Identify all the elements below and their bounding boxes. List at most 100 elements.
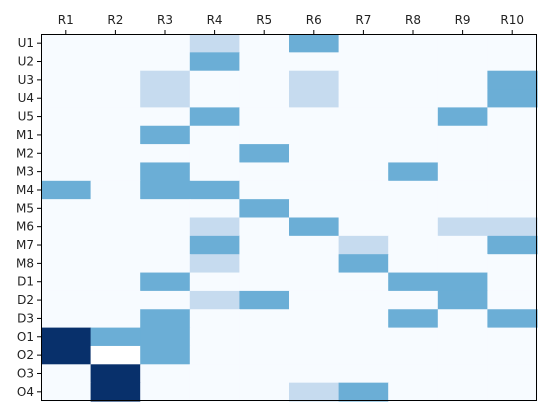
heatmap-cell-m2-r1 [41, 144, 92, 164]
heatmap-cell-o1-r7 [338, 327, 389, 347]
heatmap-cell-u4-r6 [289, 89, 340, 108]
heatmap-cell-m2-r2 [90, 144, 141, 164]
plot-frame [41, 34, 537, 401]
heatmap-cell-m3-r3 [140, 162, 191, 182]
heatmap-cell-u3-r1 [41, 70, 92, 90]
x-tick-label: R10 [500, 13, 524, 27]
heatmap-cell-d3-r4 [189, 309, 240, 329]
heatmap-cell-d1-r2 [90, 272, 141, 292]
heatmap-cell-o4-r9 [437, 382, 488, 402]
heatmap-cell-m8-r7 [338, 254, 389, 274]
heatmap-cell-d1-r9 [437, 272, 488, 292]
heatmap-cell-o2-r7 [338, 345, 389, 365]
heatmap-cell-o4-r7 [338, 382, 389, 402]
heatmap-cell-d2-r5 [239, 290, 290, 310]
y-tick-label: M4 [16, 183, 34, 197]
x-tick-label: R6 [306, 13, 322, 27]
heatmap-cell-d3-r3 [140, 309, 191, 329]
heatmap-cell-u3-r7 [338, 70, 389, 90]
heatmap-cell-u2-r2 [90, 52, 141, 72]
heatmap-cell-o1-r1 [41, 327, 92, 347]
heatmap-cell-o1-r6 [289, 327, 340, 347]
heatmap-cell-u3-r4 [189, 70, 240, 90]
heatmap-cell-u2-r4 [189, 52, 240, 72]
heatmap-cell-o4-r2 [90, 382, 141, 402]
x-tick-label: R8 [405, 13, 421, 27]
heatmap-cell-u3-r3 [140, 70, 191, 90]
heatmap-cell-d3-r8 [388, 309, 439, 329]
heatmap-cell-u1-r10 [487, 34, 538, 53]
x-tick-label: R7 [355, 13, 371, 27]
heatmap-cell-m5-r5 [239, 199, 290, 219]
heatmap-cell-d2-r8 [388, 290, 439, 310]
heatmap-cell-m8-r6 [289, 254, 340, 274]
heatmap-cell-u5-r10 [487, 107, 538, 127]
heatmap-cell-m4-r6 [289, 180, 340, 200]
heatmap-cell-m3-r9 [437, 162, 488, 182]
heatmap-cell-m1-r8 [388, 125, 439, 145]
heatmap-cell-u4-r7 [338, 89, 389, 108]
heatmap-cell-u5-r2 [90, 107, 141, 127]
heatmap-cell-o4-r3 [140, 382, 191, 402]
heatmap-cell-u2-r7 [338, 52, 389, 72]
heatmap-cell-u1-r5 [239, 34, 290, 53]
heatmap-cell-d2-r10 [487, 290, 538, 310]
heatmap-cell-o4-r1 [41, 382, 92, 402]
heatmap-cell-m2-r8 [388, 144, 439, 164]
heatmap-cell-o1-r10 [487, 327, 538, 347]
heatmap-cell-m3-r7 [338, 162, 389, 182]
heatmap-cell-u2-r3 [140, 52, 191, 72]
row-ticks: U1 U2 U3 U4 U5 M1 M2 M3 M4 M5 M6 M7 M8 D1 D2 D3 O1 O2 O3 O4 [16, 36, 41, 399]
heatmap-cell-m6-r4 [189, 217, 240, 237]
heatmap-cell-m2-r6 [289, 144, 340, 164]
heatmap-cell-m5-r4 [189, 199, 240, 219]
heatmap-cell-m7-r2 [90, 235, 141, 255]
heatmap-cell-m2-r9 [437, 144, 488, 164]
heatmap-cell-m6-r6 [289, 217, 340, 237]
heatmap-cell-u3-r8 [388, 70, 439, 90]
heatmap-cell-m4-r2 [90, 180, 141, 200]
heatmap-cell-m5-r1 [41, 199, 92, 219]
heatmap-cell-m6-r5 [239, 217, 290, 237]
heatmap-cell-m4-r10 [487, 180, 538, 200]
heatmap-cell-d3-r9 [437, 309, 488, 329]
heatmap-cell-u5-r5 [239, 107, 290, 127]
heatmap-cell-o1-r4 [189, 327, 240, 347]
heatmap-cell-o3-r4 [189, 364, 240, 384]
heatmap-cell-m5-r6 [289, 199, 340, 219]
heatmap-cell-m3-r5 [239, 162, 290, 182]
heatmap-cell-m4-r1 [41, 180, 92, 200]
heatmap-cell-u1-r1 [41, 34, 92, 53]
heatmap-cell-d3-r6 [289, 309, 340, 329]
heatmap-cell-m3-r1 [41, 162, 92, 182]
heatmap-cell-m3-r2 [90, 162, 141, 182]
y-tick-label: M3 [16, 165, 34, 179]
heatmap-cell-m1-r1 [41, 125, 92, 145]
y-tick-label: M2 [16, 146, 34, 160]
heatmap-cell-m8-r3 [140, 254, 191, 274]
heatmap-cell-o4-r5 [239, 382, 290, 402]
heatmap-cell-u2-r6 [289, 52, 340, 72]
heatmap-cell-m6-r1 [41, 217, 92, 237]
heatmap-cell-d3-r1 [41, 309, 92, 329]
heatmap-cell-o3-r10 [487, 364, 538, 384]
heatmap-cell-o2-r4 [189, 345, 240, 365]
x-tick-label: R1 [58, 13, 74, 27]
heatmap-cell-d3-r2 [90, 309, 141, 329]
heatmap-cell-u1-r6 [289, 34, 340, 53]
heatmap-cell-m4-r3 [140, 180, 191, 200]
heatmap-cell-u3-r5 [239, 70, 290, 90]
heatmap-cell-m7-r7 [338, 235, 389, 255]
heatmap-cell-o2-r1 [41, 345, 92, 365]
heatmap-cell-m7-r8 [388, 235, 439, 255]
heatmap-cell-m4-r5 [239, 180, 290, 200]
heatmap-cell-u1-r4 [189, 34, 240, 53]
heatmap-cell-d1-r4 [189, 272, 240, 292]
heatmap-cell-d1-r8 [388, 272, 439, 292]
y-tick-label: D1 [17, 275, 34, 289]
heatmap-cell-m7-r4 [189, 235, 240, 255]
y-tick-label: M6 [16, 220, 34, 234]
heatmap-cell-m5-r2 [90, 199, 141, 219]
heatmap-cell-u4-r2 [90, 89, 141, 108]
heatmap-cell-u1-r8 [388, 34, 439, 53]
